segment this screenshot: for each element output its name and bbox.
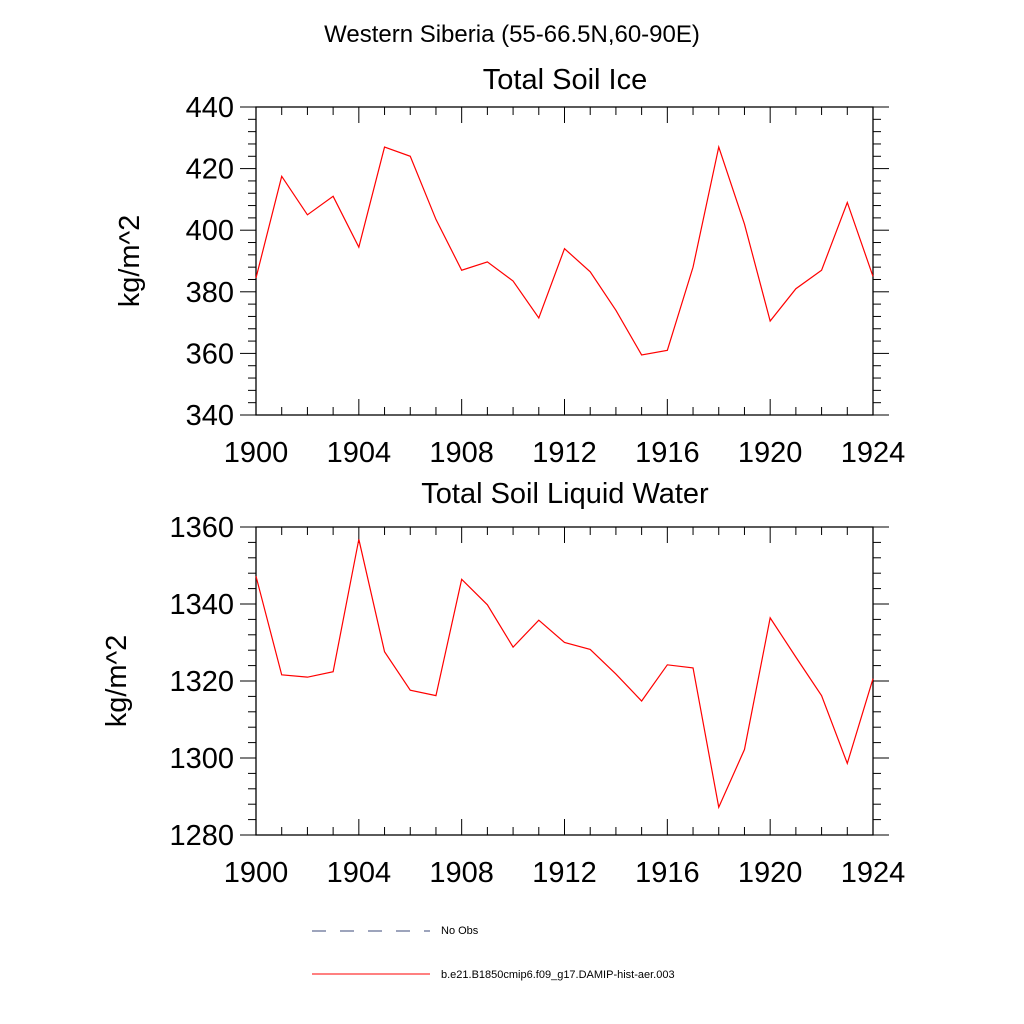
soil-ice-panel: Total Soil Ice kg/m^2 1900 1904 1908 1912 19… — [114, 64, 905, 469]
y-tick-label: 1360 — [169, 512, 234, 544]
x-tick-label: 1920 — [738, 437, 803, 469]
plot-frame — [255, 106, 874, 416]
y-tick-label: 400 — [186, 215, 234, 247]
x-tick-label: 1912 — [532, 857, 597, 889]
y-tick-label: 1300 — [169, 743, 234, 775]
legend-label: No Obs — [441, 925, 479, 937]
y-tick-label: 380 — [186, 277, 234, 309]
panel-title: Total Soil Liquid Water — [421, 478, 709, 510]
y-tick-label: 1340 — [169, 589, 234, 621]
x-tick-label: 1904 — [327, 437, 392, 469]
x-tick-label: 1900 — [224, 437, 289, 469]
figure-suptitle: Western Siberia (55-66.5N,60-90E) — [324, 21, 700, 48]
legend-entry-no-obs: No Obs — [312, 925, 479, 937]
y-tick-label: 340 — [186, 400, 234, 432]
panel-title: Total Soil Ice — [483, 64, 647, 96]
x-tick-label: 1900 — [224, 857, 289, 889]
legend-label: b.e21.B1850cmip6.f09_g17.DAMIP-hist-aer.… — [441, 969, 675, 981]
y-tick-label: 360 — [186, 338, 234, 370]
x-tick-label: 1920 — [738, 857, 803, 889]
y-tick-label: 1320 — [169, 666, 234, 698]
soil-liquid-water-series — [255, 539, 874, 810]
y-axis-label: kg/m^2 — [101, 635, 133, 728]
plot-frame — [255, 526, 874, 836]
soil-liquid-water-axes: 1900 1904 1908 1912 1916 1920 1924 1280 1300 1320… — [169, 512, 905, 889]
y-tick-label: 440 — [186, 92, 234, 124]
x-tick-label: 1908 — [429, 857, 494, 889]
x-tick-label: 1916 — [635, 857, 700, 889]
y-tick-label: 1280 — [169, 820, 234, 852]
soil-ice-series — [255, 144, 874, 356]
x-tick-label: 1924 — [841, 857, 906, 889]
x-tick-label: 1904 — [327, 857, 392, 889]
soil-liquid-water-panel: Total Soil Liquid Water kg/m^2 1900 1904 1… — [101, 478, 905, 889]
x-tick-label: 1924 — [841, 437, 906, 469]
legend: No Obs b.e21.B1850cmip6.f09_g17.DAMIP-hi… — [312, 925, 675, 981]
series-line — [255, 539, 874, 810]
soil-ice-axes: 1900 1904 1908 1912 1916 1920 1924 340 360 380 400… — [186, 92, 906, 469]
x-tick-label: 1908 — [429, 437, 494, 469]
legend-entry-model-run: b.e21.B1850cmip6.f09_g17.DAMIP-hist-aer.… — [312, 969, 675, 981]
y-tick-label: 420 — [186, 154, 234, 186]
y-axis-label: kg/m^2 — [114, 215, 146, 308]
x-tick-label: 1916 — [635, 437, 700, 469]
x-tick-label: 1912 — [532, 437, 597, 469]
series-line — [255, 144, 874, 356]
